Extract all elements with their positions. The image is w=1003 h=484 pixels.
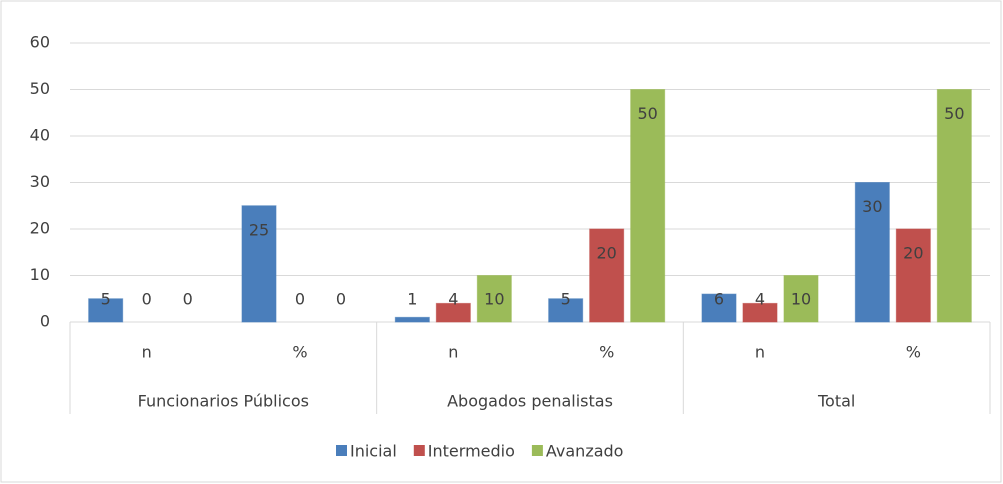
legend-label: Intermedio xyxy=(428,442,515,461)
y-tick-label: 0 xyxy=(40,312,50,331)
bar xyxy=(936,89,972,323)
y-tick-label: 60 xyxy=(30,33,50,52)
bar xyxy=(854,182,890,323)
bar xyxy=(476,275,512,323)
data-label: 1 xyxy=(407,290,417,309)
bar xyxy=(435,302,471,323)
legend-label: Avanzado xyxy=(546,442,624,461)
data-label: 20 xyxy=(596,244,616,263)
legend-swatch xyxy=(413,445,425,456)
x-tick-label: n xyxy=(448,343,458,362)
group-label: Total xyxy=(817,392,855,411)
y-tick-label: 10 xyxy=(30,265,50,284)
data-label: 10 xyxy=(484,290,504,309)
x-tick-label: % xyxy=(292,343,307,362)
data-label: 0 xyxy=(183,290,193,309)
data-label: 10 xyxy=(791,290,811,309)
x-tick-label: n xyxy=(142,343,152,362)
bar xyxy=(742,302,778,323)
legend-swatch xyxy=(336,445,347,456)
bar xyxy=(895,228,931,323)
group-label: Funcionarios Públicos xyxy=(138,392,309,411)
group-label: Abogados penalistas xyxy=(447,392,613,411)
bar xyxy=(394,316,430,323)
y-tick-label: 20 xyxy=(30,219,50,238)
data-label: 25 xyxy=(249,220,269,239)
legend-swatch xyxy=(531,445,543,456)
y-tick-label: 40 xyxy=(30,126,50,145)
bar xyxy=(88,298,124,323)
data-label: 6 xyxy=(714,290,724,309)
x-tick-label: n xyxy=(755,343,765,362)
legend-label: Inicial xyxy=(350,442,397,461)
x-tick-label: % xyxy=(599,343,614,362)
data-label: 0 xyxy=(295,290,305,309)
y-tick-label: 30 xyxy=(30,172,50,191)
bar xyxy=(783,275,819,323)
bar xyxy=(241,205,277,323)
bar xyxy=(589,228,625,323)
data-label: 0 xyxy=(336,290,346,309)
data-label: 4 xyxy=(755,290,765,309)
data-label: 0 xyxy=(142,290,152,309)
data-label: 5 xyxy=(101,290,111,309)
data-label: 50 xyxy=(637,104,657,123)
x-tick-label: % xyxy=(906,343,921,362)
data-label: 4 xyxy=(448,290,458,309)
y-tick-label: 50 xyxy=(30,79,50,98)
data-label: 20 xyxy=(903,244,923,263)
bar xyxy=(701,293,737,323)
data-label: 50 xyxy=(944,104,964,123)
data-label: 5 xyxy=(561,290,571,309)
data-label: 30 xyxy=(862,197,882,216)
bar xyxy=(548,298,584,323)
bar xyxy=(630,89,666,323)
